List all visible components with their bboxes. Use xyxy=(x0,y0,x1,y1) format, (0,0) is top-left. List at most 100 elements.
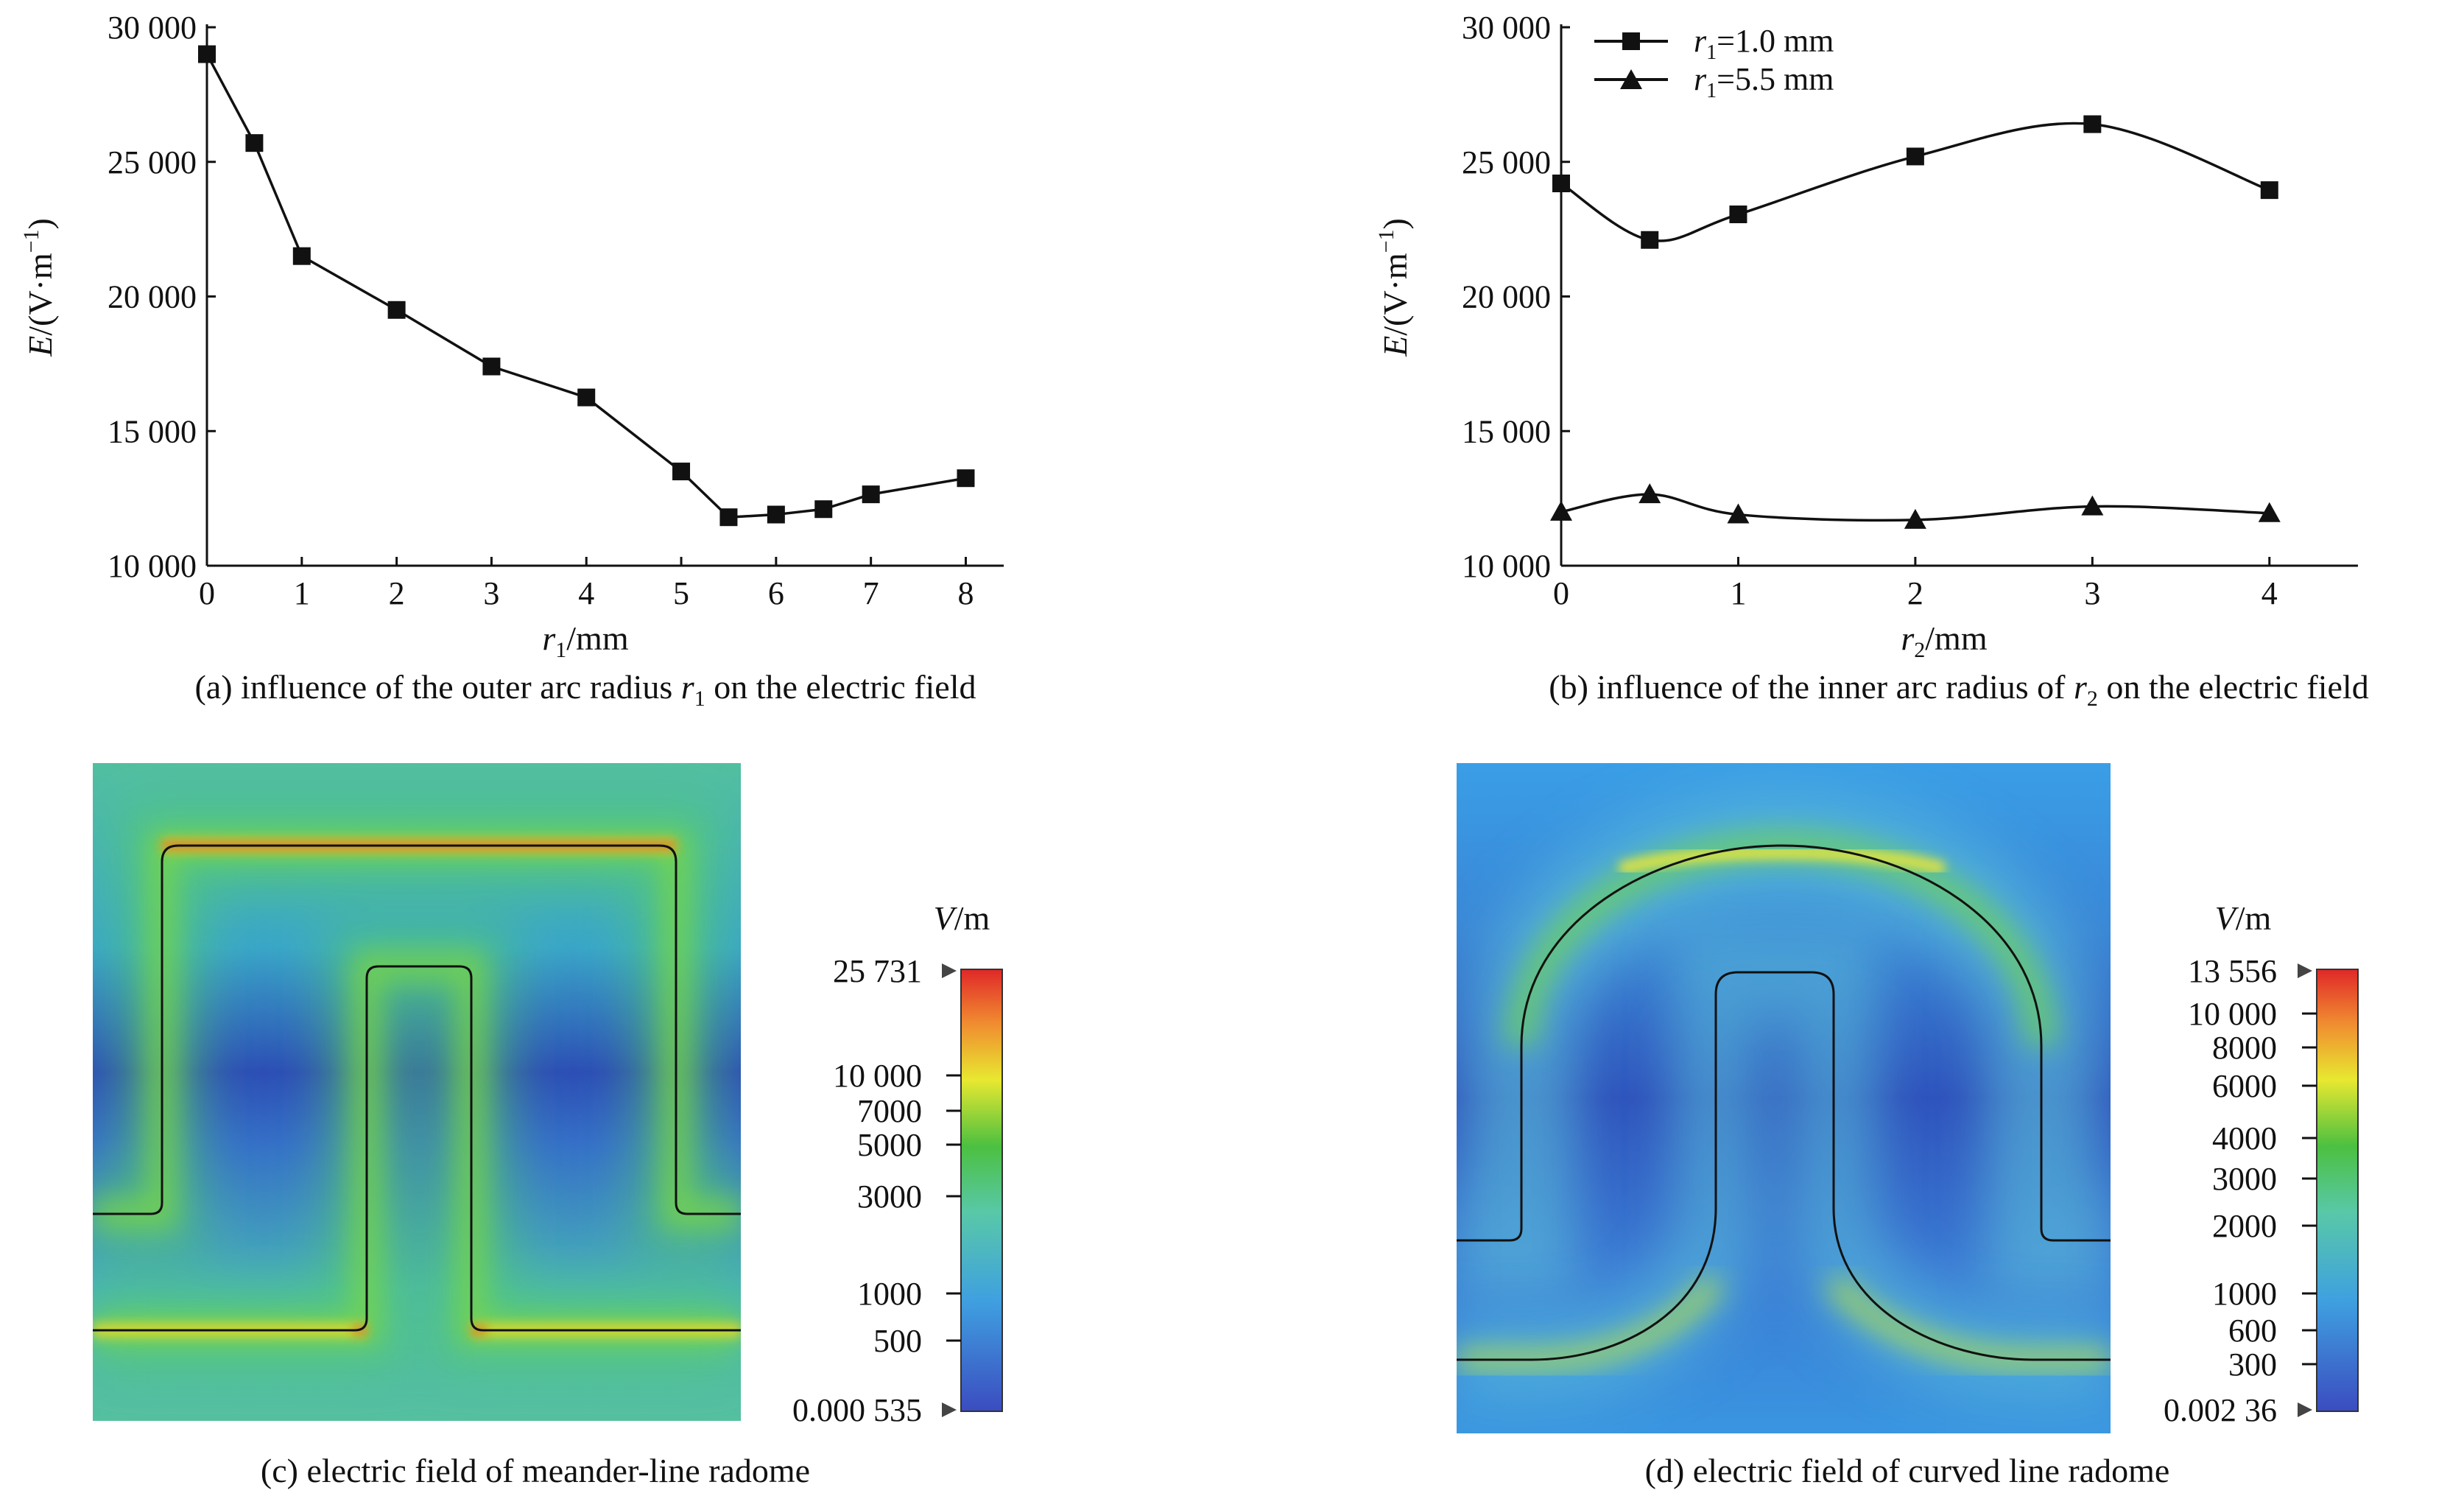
colorbar-tick-6-label: 1000 xyxy=(2212,1276,2277,1312)
series-1-point xyxy=(2083,115,2102,133)
series-1-point xyxy=(1729,206,1747,224)
legend-square-marker xyxy=(1622,32,1640,50)
series-1-line xyxy=(1560,122,2270,242)
x-tick-label: 2 xyxy=(1907,575,1923,611)
series-1-point xyxy=(2260,181,2278,200)
x-tick-label: 7 xyxy=(863,575,879,611)
series-1-point xyxy=(577,388,596,407)
colorbar-tick-0-label: 10 000 xyxy=(833,1058,922,1094)
series-1-point xyxy=(482,357,501,376)
y-tick-label: 10 000 xyxy=(1462,548,1551,584)
panel-b-axes xyxy=(1560,24,2358,567)
colorbar-tick-1-label: 8000 xyxy=(2212,1030,2277,1066)
y-tick-label: 25 000 xyxy=(1462,144,1551,180)
panel-a-caption: (a) influence of the outer arc radius r1… xyxy=(194,668,976,711)
series-1-point xyxy=(719,508,738,527)
colorbar-tick-1-label: 7000 xyxy=(857,1093,922,1129)
panel-b-xlabel: r2/mm xyxy=(1901,619,1987,662)
x-tick-label: 1 xyxy=(1730,575,1746,611)
x-tick-label: 2 xyxy=(389,575,405,611)
colorbar-tick-2-label: 5000 xyxy=(857,1127,922,1163)
colorbar-tick-7-label: 600 xyxy=(2228,1313,2277,1349)
x-tick-label: 8 xyxy=(957,575,974,611)
colorbar-tick-4-label: 3000 xyxy=(2212,1161,2277,1197)
panel-a-axes xyxy=(205,24,1004,567)
panel-a-xlabel: r1/mm xyxy=(542,619,628,662)
x-tick-label: 4 xyxy=(2261,575,2278,611)
colorbar-tick-8-label: 300 xyxy=(2228,1346,2277,1383)
x-tick-label: 0 xyxy=(199,575,215,611)
x-tick-label: 3 xyxy=(483,575,499,611)
colorbar-tick-4-label: 1000 xyxy=(857,1276,922,1312)
colorbar-tick-2-label: 6000 xyxy=(2212,1068,2277,1104)
series-2-point xyxy=(2081,495,2104,516)
panel-a-series xyxy=(198,45,975,527)
x-tick-label: 6 xyxy=(768,575,784,611)
colorbar-max-arrow xyxy=(2298,963,2312,978)
series-1-point xyxy=(814,500,833,519)
panel-b-series xyxy=(1550,115,2281,529)
series-2-point xyxy=(2258,502,2281,522)
legend-triangle-marker xyxy=(1620,69,1642,89)
panel-b-ticks: 0 1 2 3 4 10 000 15 000 20 000 25 000 30 000 xyxy=(1462,10,2278,611)
colorbar-tick-3-label: 3000 xyxy=(857,1179,922,1215)
colorbar-max-label: 25 731 xyxy=(833,953,922,989)
panel-a-ylabel: E/(V·m−1) xyxy=(19,218,59,357)
panel-b-ylabel: E/(V·m−1) xyxy=(1374,218,1414,357)
colorbar-min-arrow xyxy=(942,1402,957,1417)
panel-c-field-image xyxy=(93,763,741,1421)
colorbar-max-arrow xyxy=(942,963,957,978)
x-tick-label: 3 xyxy=(2084,575,2100,611)
colorbar-tick-5-label: 500 xyxy=(873,1323,922,1359)
series-1-point xyxy=(387,301,406,319)
y-tick-label: 25 000 xyxy=(108,144,197,180)
colorbar-min-arrow xyxy=(2298,1402,2312,1417)
colorbar-tick-3-label: 4000 xyxy=(2212,1120,2277,1156)
series-1-point xyxy=(198,45,216,63)
series-1-line xyxy=(205,53,966,519)
y-tick-label: 20 000 xyxy=(1462,279,1551,315)
series-1-point xyxy=(862,485,880,504)
panel-d-field-image xyxy=(1457,763,2111,1433)
panel-b-line-chart: 0 1 2 3 4 10 000 15 000 20 000 25 000 30 000 r2/m… xyxy=(1374,10,2369,711)
series-1-point xyxy=(292,247,311,265)
series-2-point xyxy=(1727,503,1750,524)
x-tick-label: 5 xyxy=(673,575,689,611)
colorbar-max-label: 13 556 xyxy=(2188,953,2277,989)
series-1-point xyxy=(1906,147,1924,166)
colorbar-min-label: 0.000 535 xyxy=(792,1392,922,1428)
x-tick-label: 1 xyxy=(294,575,310,611)
x-tick-label: 0 xyxy=(1553,575,1569,611)
y-tick-label: 10 000 xyxy=(108,548,197,584)
series-1-point xyxy=(957,469,975,488)
legend-series-1-label: r1=1.0 mm xyxy=(1694,23,1834,64)
series-1-point xyxy=(1641,231,1659,249)
series-1-point xyxy=(1552,174,1570,192)
panel-a-ticks: 0 1 2 3 4 5 6 7 8 10 000 15 000 20 000 25 000 30 000 xyxy=(108,10,974,611)
panel-c-caption: (c) electric field of meander-line radom… xyxy=(261,1452,810,1489)
colorbar-min-label: 0.002 36 xyxy=(2164,1392,2277,1428)
series-1-point xyxy=(767,505,785,524)
y-tick-label: 20 000 xyxy=(108,279,197,315)
y-tick-label: 30 000 xyxy=(108,10,197,46)
series-2-point xyxy=(1638,483,1661,504)
y-tick-label: 30 000 xyxy=(1462,10,1551,46)
series-1-point xyxy=(672,463,691,481)
legend-series-2-label: r1=5.5 mm xyxy=(1694,61,1834,102)
panel-b-caption: (b) influence of the inner arc radius of… xyxy=(1549,668,2368,711)
y-tick-label: 15 000 xyxy=(1462,413,1551,449)
panel-c-colorbar-unit: V/m xyxy=(934,899,990,937)
panel-d-caption: (d) electric field of curved line radome xyxy=(1645,1452,2170,1489)
x-tick-label: 4 xyxy=(578,575,594,611)
series-2-point xyxy=(1550,500,1572,521)
y-tick-label: 15 000 xyxy=(108,413,197,449)
series-1-point xyxy=(245,134,264,152)
colorbar-tick-5-label: 2000 xyxy=(2212,1208,2277,1244)
colorbar-tick-0-label: 10 000 xyxy=(2188,996,2277,1032)
